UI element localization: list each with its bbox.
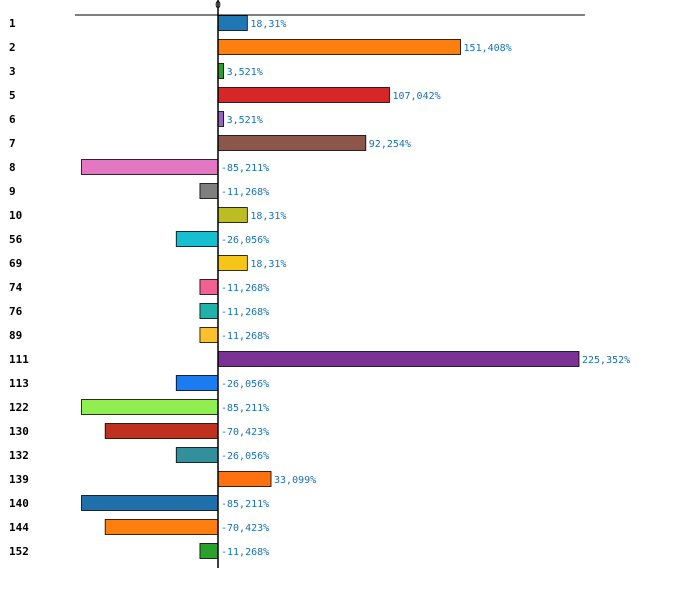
bar: [199, 279, 219, 295]
category-label: 10: [9, 209, 22, 222]
category-label: 139: [9, 473, 29, 486]
bar: [199, 543, 219, 559]
value-label: -11,268%: [221, 307, 269, 318]
bar: [217, 63, 225, 79]
value-label: -70,423%: [221, 427, 269, 438]
bar: [217, 15, 248, 31]
value-label: -11,268%: [221, 547, 269, 558]
category-label: 113: [9, 377, 29, 390]
value-label: -11,268%: [221, 187, 269, 198]
category-label: 56: [9, 233, 23, 246]
value-label: 3,521%: [227, 67, 263, 78]
bar: [104, 519, 219, 535]
category-label: 144: [9, 521, 29, 534]
bar: [104, 423, 219, 439]
value-label: 92,254%: [369, 139, 411, 150]
value-label: -11,268%: [221, 283, 269, 294]
bar: [217, 207, 248, 223]
category-label: 74: [9, 281, 23, 294]
value-label: 107,042%: [392, 91, 440, 102]
category-label: 132: [9, 449, 29, 462]
bar: [217, 135, 367, 151]
bar: [217, 255, 248, 271]
bars-group: 1 18,31% 2 151,408% 3 3,521% 5 107,042% 6 3,521% 7…: [9, 15, 630, 559]
bar: [217, 351, 580, 367]
category-label: 152: [9, 545, 29, 558]
bar: [81, 159, 219, 175]
category-label: 69: [9, 257, 22, 270]
value-label: -85,211%: [221, 499, 269, 510]
bar: [217, 87, 390, 103]
category-label: 2: [9, 41, 16, 54]
value-label: 18,31%: [250, 19, 286, 30]
value-label: 18,31%: [250, 211, 286, 222]
bar: [199, 327, 219, 343]
bar: [175, 375, 219, 391]
bar: [81, 495, 219, 511]
category-label: 5: [9, 89, 16, 102]
category-label: 122: [9, 401, 29, 414]
bar: [217, 39, 461, 55]
bar: [217, 111, 225, 127]
category-label: 111: [9, 353, 29, 366]
category-label: 89: [9, 329, 22, 342]
value-label: -70,423%: [221, 523, 269, 534]
bar: [199, 303, 219, 319]
value-label: -85,211%: [221, 163, 269, 174]
category-label: 8: [9, 161, 16, 174]
value-label: -26,056%: [221, 379, 269, 390]
category-label: 9: [9, 185, 16, 198]
bar: [199, 183, 219, 199]
value-label: -26,056%: [221, 451, 269, 462]
bar: [175, 447, 219, 463]
bar: [175, 231, 219, 247]
value-label: 151,408%: [464, 43, 512, 54]
category-label: 76: [9, 305, 23, 318]
value-label: -11,268%: [221, 331, 269, 342]
category-label: 1: [9, 17, 16, 30]
category-label: 6: [9, 113, 16, 126]
value-label: -26,056%: [221, 235, 269, 246]
category-label: 140: [9, 497, 29, 510]
category-label: 7: [9, 137, 16, 150]
value-label: 3,521%: [227, 115, 263, 126]
bar: [81, 399, 219, 415]
category-label: 130: [9, 425, 29, 438]
value-label: 33,099%: [274, 475, 316, 486]
value-label: -85,211%: [221, 403, 269, 414]
bar: [217, 471, 272, 487]
value-label: 18,31%: [250, 259, 286, 270]
value-label: 225,352%: [582, 355, 630, 366]
category-label: 3: [9, 65, 16, 78]
